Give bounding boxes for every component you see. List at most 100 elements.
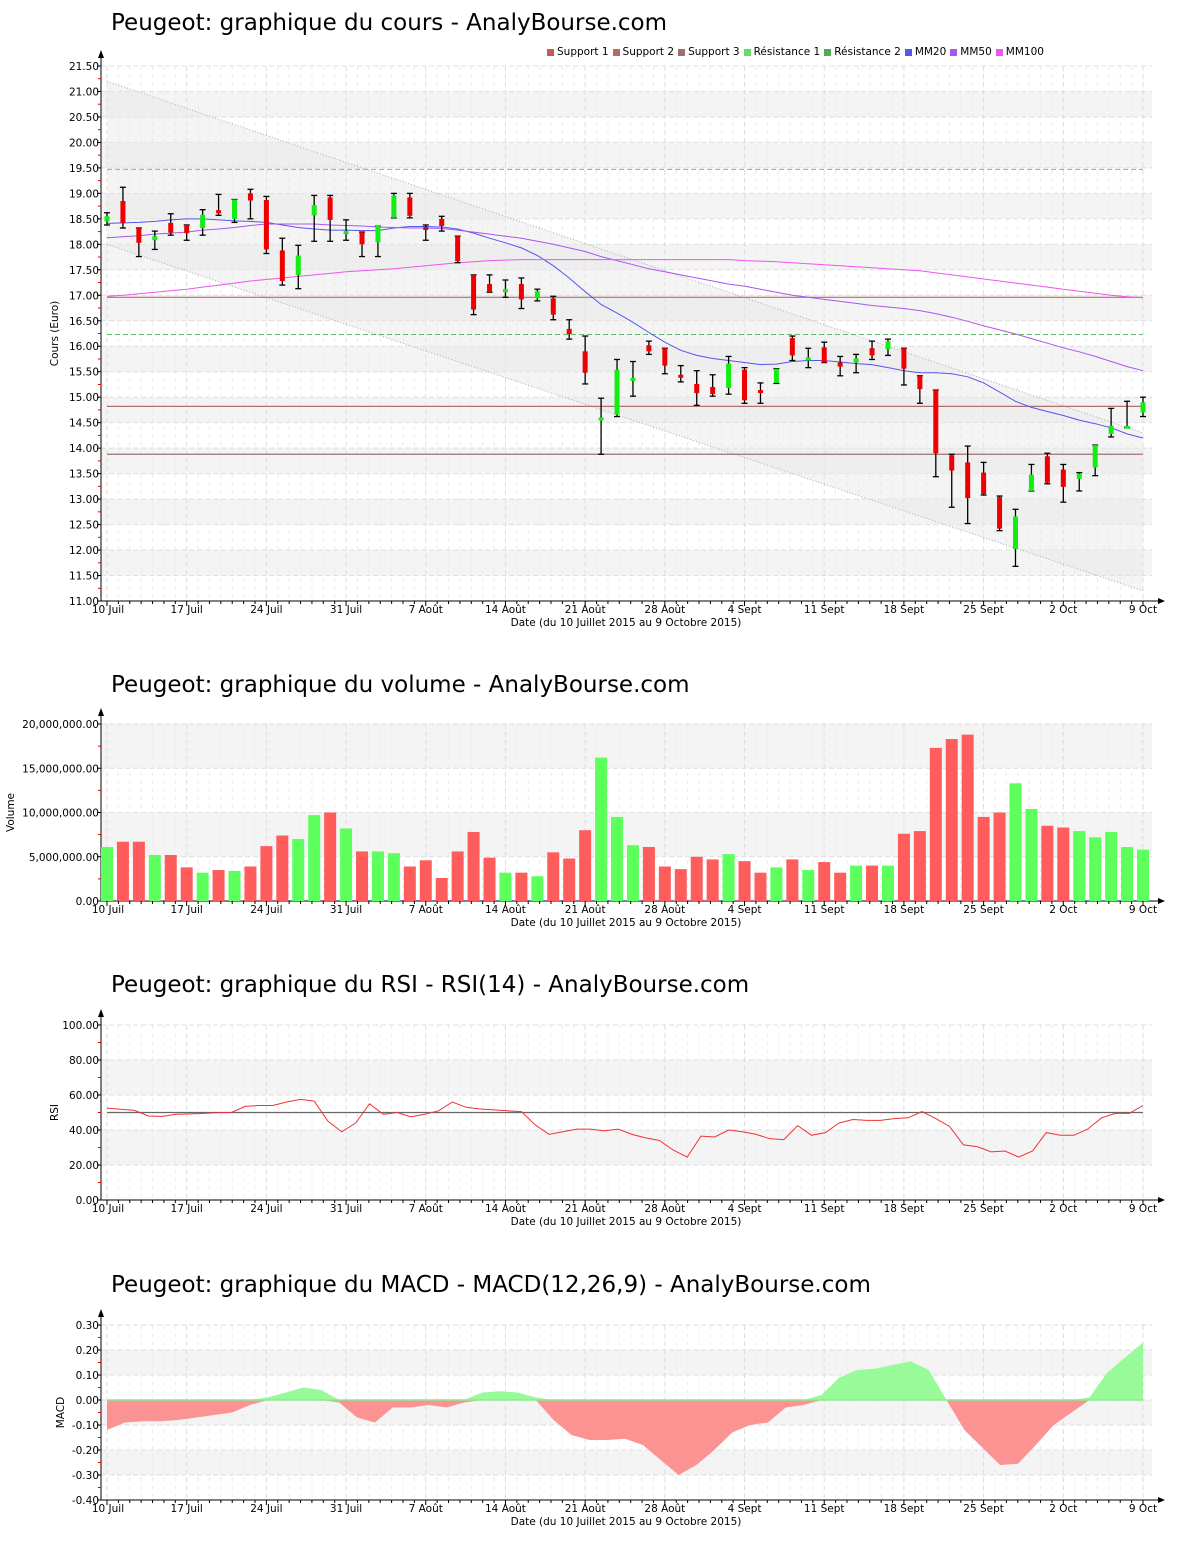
svg-text:14.50: 14.50 — [69, 418, 99, 430]
volume-bar — [148, 854, 161, 901]
svg-text:-0.20: -0.20 — [72, 1445, 99, 1457]
volume-bar — [658, 866, 671, 901]
candlestick — [104, 212, 110, 226]
volume-bar — [228, 870, 241, 901]
svg-text:21 Août: 21 Août — [565, 604, 606, 616]
candlestick — [693, 370, 700, 406]
legend-item: Résistance 2 — [824, 46, 901, 58]
rsi-line — [106, 1098, 1144, 1158]
candlestick — [1012, 508, 1019, 568]
svg-text:4 Sept: 4 Sept — [728, 1503, 762, 1515]
volume-bar — [164, 854, 177, 901]
volume-bar — [579, 830, 592, 901]
svg-text:19.50: 19.50 — [69, 163, 99, 175]
svg-text:20.50: 20.50 — [69, 112, 99, 124]
candlestick — [486, 274, 493, 293]
svg-text:60.00: 60.00 — [69, 1090, 99, 1102]
svg-text:Date (du 10 Juillet 2015 au 9: Date (du 10 Juillet 2015 au 9 Octobre 20… — [511, 1516, 742, 1528]
svg-text:17 Juil: 17 Juil — [171, 1203, 203, 1215]
svg-text:2 Oct: 2 Oct — [1049, 1503, 1077, 1515]
svg-text:31 Juil: 31 Juil — [330, 604, 362, 616]
volume-bar — [403, 866, 416, 901]
svg-text:Cours (Euro): Cours (Euro) — [49, 301, 61, 367]
svg-text:24 Juil: 24 Juil — [250, 1503, 282, 1515]
svg-text:7 Août: 7 Août — [409, 604, 443, 616]
svg-text:-0.40: -0.40 — [72, 1495, 99, 1507]
volume-bar — [706, 859, 719, 901]
candlestick — [566, 319, 573, 340]
volume-bar — [770, 867, 783, 901]
svg-text:21 Août: 21 Août — [565, 1503, 606, 1515]
svg-text:14 Août: 14 Août — [485, 904, 526, 916]
svg-text:0.00: 0.00 — [76, 1395, 99, 1407]
volume-bar — [913, 831, 926, 901]
macd-chart-panel: Peugeot: graphique du MACD - MACD(12,26,… — [0, 1260, 1200, 1550]
svg-text:20,000,000.00: 20,000,000.00 — [22, 719, 99, 731]
volume-bar — [1041, 825, 1054, 901]
svg-text:17 Juil: 17 Juil — [171, 904, 203, 916]
price-chart-plot: 11.00 11.50 12.00 12.50 13.00 13.50 14.00 14.50… — [49, 50, 1165, 629]
volume-bar — [1089, 837, 1102, 901]
volume-bar — [866, 865, 879, 901]
svg-text:MACD: MACD — [55, 1397, 67, 1428]
svg-text:20.00: 20.00 — [69, 137, 99, 149]
legend-swatch-icon — [612, 48, 620, 56]
svg-text:0.30: 0.30 — [76, 1320, 99, 1332]
candlestick — [550, 295, 557, 321]
candlestick — [183, 224, 190, 241]
svg-text:25 Sept: 25 Sept — [963, 1203, 1004, 1215]
svg-text:14 Août: 14 Août — [485, 1203, 526, 1215]
candlestick — [661, 347, 668, 375]
svg-text:10 Juil: 10 Juil — [92, 1503, 124, 1515]
candlestick — [135, 227, 142, 258]
candlestick — [821, 341, 828, 364]
candlestick — [869, 340, 876, 361]
candlestick — [1108, 407, 1115, 438]
volume-bar — [642, 847, 655, 901]
svg-text:2 Oct: 2 Oct — [1049, 604, 1077, 616]
svg-text:17 Juil: 17 Juil — [171, 604, 203, 616]
svg-text:31 Juil: 31 Juil — [330, 904, 362, 916]
candlestick — [598, 397, 605, 455]
volume-bar — [690, 856, 703, 901]
volume-bar — [196, 872, 209, 901]
volume-bar — [881, 865, 894, 901]
candlestick — [789, 335, 796, 362]
volume-bar — [531, 876, 544, 901]
candlestick — [900, 347, 907, 386]
svg-text:10 Juil: 10 Juil — [92, 904, 124, 916]
volume-chart-title: Peugeot: graphique du volume - AnalyBour… — [111, 672, 690, 698]
candlestick — [853, 353, 860, 374]
volume-bar — [483, 857, 496, 901]
volume-bar — [1137, 849, 1149, 901]
volume-bar — [897, 833, 910, 901]
candlestick — [773, 368, 780, 385]
svg-text:4 Sept: 4 Sept — [728, 604, 762, 616]
svg-text:24 Juil: 24 Juil — [250, 1203, 282, 1215]
svg-text:9 Oct: 9 Oct — [1129, 604, 1157, 616]
candlestick — [629, 360, 636, 397]
legend-label: MM100 — [1005, 46, 1044, 58]
legend-label: Support 2 — [622, 46, 675, 58]
volume-bar — [419, 860, 432, 901]
candlestick — [582, 335, 589, 385]
candlestick — [263, 195, 270, 255]
legend-item: MM100 — [995, 46, 1044, 58]
legend-label: Résistance 1 — [753, 46, 821, 58]
volume-bar — [340, 828, 353, 901]
svg-text:10,000,000.00: 10,000,000.00 — [22, 808, 99, 820]
candlestick — [167, 213, 174, 236]
svg-text:0.00: 0.00 — [76, 1195, 99, 1207]
legend-label: Support 1 — [557, 46, 609, 58]
macd-chart-plot: -0.40 -0.30 -0.20 -0.10 0.00 0.10 0.20 0.30 10 J… — [55, 1309, 1165, 1528]
price-chart-panel: Peugeot: graphique du cours - AnalyBours… — [0, 0, 1200, 640]
volume-bar — [292, 839, 305, 901]
svg-text:21 Août: 21 Août — [565, 1203, 606, 1215]
candlestick — [1028, 463, 1035, 492]
candlestick — [964, 445, 971, 525]
svg-text:5,000,000.00: 5,000,000.00 — [29, 852, 99, 864]
svg-text:13.50: 13.50 — [69, 469, 99, 481]
svg-text:11.50: 11.50 — [69, 571, 99, 583]
legend-item: Support 2 — [612, 46, 675, 58]
volume-bar — [929, 747, 942, 901]
